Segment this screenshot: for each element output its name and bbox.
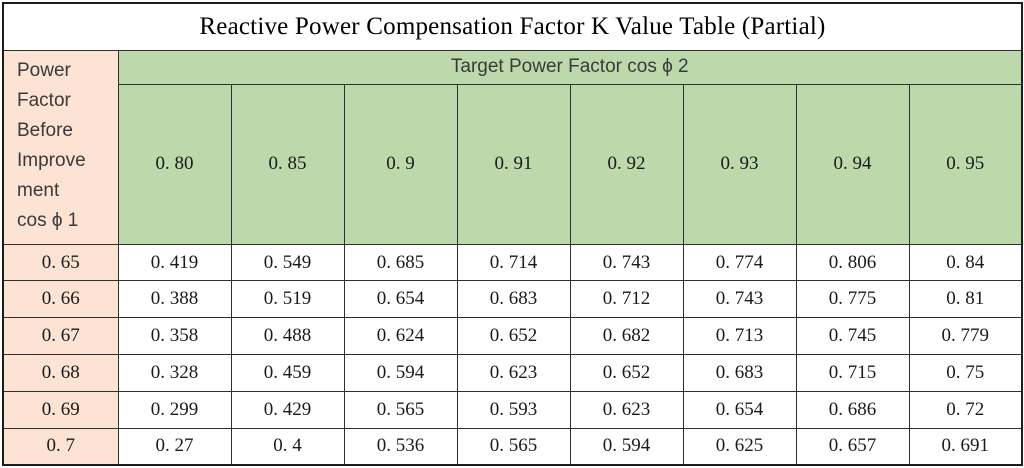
table-cell: 0. 775 [795, 280, 910, 319]
table-cell: 0. 72 [908, 390, 1023, 429]
table-cell: 0. 565 [456, 427, 571, 466]
row-header: 0. 7 [2, 427, 119, 466]
table-cell: 0. 459 [230, 354, 345, 392]
table-cell: 0. 712 [569, 280, 684, 319]
table-row: 0. 66 0. 388 0. 519 0. 654 0. 683 0. 712… [2, 280, 1023, 319]
row-header: 0. 69 [2, 390, 119, 429]
table-row: 0. 65 0. 419 0. 549 0. 685 0. 714 0. 743… [2, 243, 1023, 282]
table-cell: 0. 565 [343, 390, 458, 429]
table-cell: 0. 685 [343, 243, 458, 282]
header-row-values: 0. 80 0. 85 0. 9 0. 91 0. 92 0. 93 0. 94… [3, 84, 1023, 245]
row-header: 0. 68 [2, 354, 119, 392]
column-header-080: 0. 80 [117, 84, 232, 245]
table-cell: 0. 682 [569, 317, 684, 356]
table-row: 0. 67 0. 358 0. 488 0. 624 0. 652 0. 682… [2, 317, 1023, 356]
table-cell: 0. 593 [456, 390, 571, 429]
row-header-label: Power Factor Before Improve ment cos ϕ 1 [2, 49, 119, 245]
table-cell: 0. 624 [343, 317, 458, 356]
table-cell: 0. 594 [343, 354, 458, 392]
table-cell: 0. 654 [682, 390, 797, 429]
table-cell: 0. 388 [117, 280, 232, 319]
table-row: 0. 69 0. 299 0. 429 0. 565 0. 593 0. 623… [2, 390, 1023, 429]
table-cell: 0. 75 [908, 354, 1023, 392]
table-cell: 0. 691 [908, 427, 1023, 466]
table-cell: 0. 713 [682, 317, 797, 356]
table-cell: 0. 594 [569, 427, 684, 466]
table-cell: 0. 81 [908, 280, 1023, 319]
table-title: Reactive Power Compensation Factor K Val… [2, 2, 1023, 51]
row-header: 0. 67 [2, 317, 119, 356]
table-cell: 0. 657 [795, 427, 910, 466]
table-cell: 0. 358 [117, 317, 232, 356]
row-header: 0. 65 [2, 243, 119, 282]
column-header-094: 0. 94 [795, 84, 910, 245]
table-cell: 0. 488 [230, 317, 345, 356]
table-cell: 0. 779 [908, 317, 1023, 356]
table-cell: 0. 654 [343, 280, 458, 319]
table-cell: 0. 84 [908, 243, 1023, 282]
table-cell: 0. 519 [230, 280, 345, 319]
table-cell: 0. 429 [230, 390, 345, 429]
table-cell: 0. 536 [343, 427, 458, 466]
title-row: Reactive Power Compensation Factor K Val… [2, 2, 1023, 51]
table-cell: 0. 743 [569, 243, 684, 282]
table-cell: 0. 328 [117, 354, 232, 392]
table-cell: 0. 652 [569, 354, 684, 392]
table-cell: 0. 623 [456, 354, 571, 392]
table-cell: 0. 743 [682, 280, 797, 319]
table-cell: 0. 299 [117, 390, 232, 429]
table-cell: 0. 683 [456, 280, 571, 319]
table-row: 0. 7 0. 27 0. 4 0. 536 0. 565 0. 594 0. … [2, 427, 1023, 466]
table-cell: 0. 686 [795, 390, 910, 429]
column-header-092: 0. 92 [569, 84, 684, 245]
table-cell: 0. 4 [230, 427, 345, 466]
column-header-093: 0. 93 [682, 84, 797, 245]
table-cell: 0. 27 [117, 427, 232, 466]
table-cell: 0. 745 [795, 317, 910, 356]
table-cell: 0. 774 [682, 243, 797, 282]
table-cell: 0. 625 [682, 427, 797, 466]
table-cell: 0. 715 [795, 354, 910, 392]
row-header: 0. 66 [2, 280, 119, 319]
table-cell: 0. 806 [795, 243, 910, 282]
table-cell: 0. 623 [569, 390, 684, 429]
column-group-header: Target Power Factor cos ϕ 2 [117, 49, 1023, 86]
table-row: 0. 68 0. 328 0. 459 0. 594 0. 623 0. 652… [2, 354, 1023, 392]
table-cell: 0. 683 [682, 354, 797, 392]
table-cell: 0. 652 [456, 317, 571, 356]
column-header-091: 0. 91 [456, 84, 571, 245]
table-cell: 0. 419 [117, 243, 232, 282]
header-row-group: Power Factor Before Improve ment cos ϕ 1… [2, 49, 1023, 245]
table-cell: 0. 549 [230, 243, 345, 282]
column-header-085: 0. 85 [230, 84, 345, 245]
column-header-090: 0. 9 [343, 84, 458, 245]
table-cell: 0. 714 [456, 243, 571, 282]
column-header-095: 0. 95 [908, 84, 1023, 245]
